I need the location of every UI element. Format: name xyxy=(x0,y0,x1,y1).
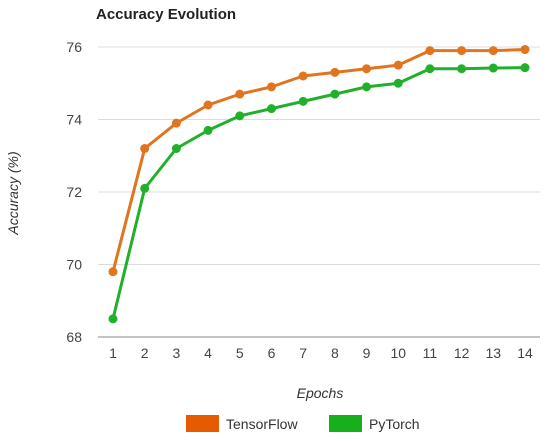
legend-item-tensorflow: TensorFlow xyxy=(186,415,298,432)
data-point xyxy=(362,64,372,74)
legend: TensorFlow PyTorch xyxy=(186,415,420,432)
legend-item-pytorch: PyTorch xyxy=(329,415,420,432)
x-tick-label: 12 xyxy=(454,345,470,361)
x-axis-ticks: 1 2 3 4 5 6 7 8 9 10 11 12 13 14 xyxy=(109,345,533,361)
grid xyxy=(98,46,540,338)
x-tick-label: 9 xyxy=(363,345,371,361)
series-line xyxy=(111,48,526,273)
data-point xyxy=(330,67,340,77)
x-axis-label: Epochs xyxy=(297,385,344,401)
data-point xyxy=(171,144,181,153)
data-point xyxy=(520,63,530,73)
data-point xyxy=(108,314,118,324)
data-point xyxy=(362,82,372,92)
data-point xyxy=(203,100,213,110)
data-point xyxy=(457,46,467,56)
data-point xyxy=(425,64,435,74)
x-tick-label: 7 xyxy=(299,345,307,361)
data-point xyxy=(171,118,181,128)
data-point xyxy=(488,46,498,56)
data-point xyxy=(298,71,308,81)
data-point xyxy=(235,89,245,99)
data-point xyxy=(520,45,530,55)
x-tick-label: 8 xyxy=(331,345,339,361)
legend-label: PyTorch xyxy=(369,416,420,432)
series xyxy=(108,45,530,324)
data-point xyxy=(393,60,403,70)
data-point xyxy=(235,111,245,121)
series-line xyxy=(111,66,526,320)
data-point xyxy=(203,125,213,135)
chart-title: Accuracy Evolution xyxy=(96,6,236,23)
y-tick-label: 74 xyxy=(66,112,82,128)
data-point xyxy=(266,104,276,114)
data-point xyxy=(330,89,340,99)
legend-swatch xyxy=(186,415,219,432)
series-pytorch xyxy=(108,63,530,324)
x-tick-label: 2 xyxy=(141,345,149,361)
y-tick-label: 70 xyxy=(66,257,82,273)
data-point xyxy=(108,267,118,277)
data-point xyxy=(298,96,308,106)
x-tick-label: 10 xyxy=(390,345,406,361)
y-axis-ticks: 68 70 72 74 76 xyxy=(66,39,82,345)
y-tick-label: 76 xyxy=(66,39,82,55)
legend-swatch xyxy=(329,415,362,432)
y-axis-label: Accuracy (%) xyxy=(5,151,21,235)
x-tick-label: 14 xyxy=(517,345,533,361)
x-tick-label: 1 xyxy=(109,345,117,361)
data-point xyxy=(425,46,435,56)
series-tensorflow xyxy=(108,45,530,277)
data-point xyxy=(457,64,467,74)
data-point xyxy=(140,144,150,153)
data-point xyxy=(393,78,403,88)
x-tick-label: 4 xyxy=(204,345,212,361)
data-point xyxy=(488,63,498,73)
data-point xyxy=(266,82,276,92)
data-point xyxy=(140,183,150,193)
x-tick-label: 5 xyxy=(236,345,244,361)
x-tick-label: 13 xyxy=(486,345,502,361)
y-tick-label: 72 xyxy=(66,184,82,200)
legend-label: TensorFlow xyxy=(226,416,298,432)
x-tick-label: 3 xyxy=(172,345,180,361)
x-tick-label: 6 xyxy=(268,345,276,361)
y-tick-label: 68 xyxy=(66,329,82,345)
x-tick-label: 11 xyxy=(423,345,438,361)
